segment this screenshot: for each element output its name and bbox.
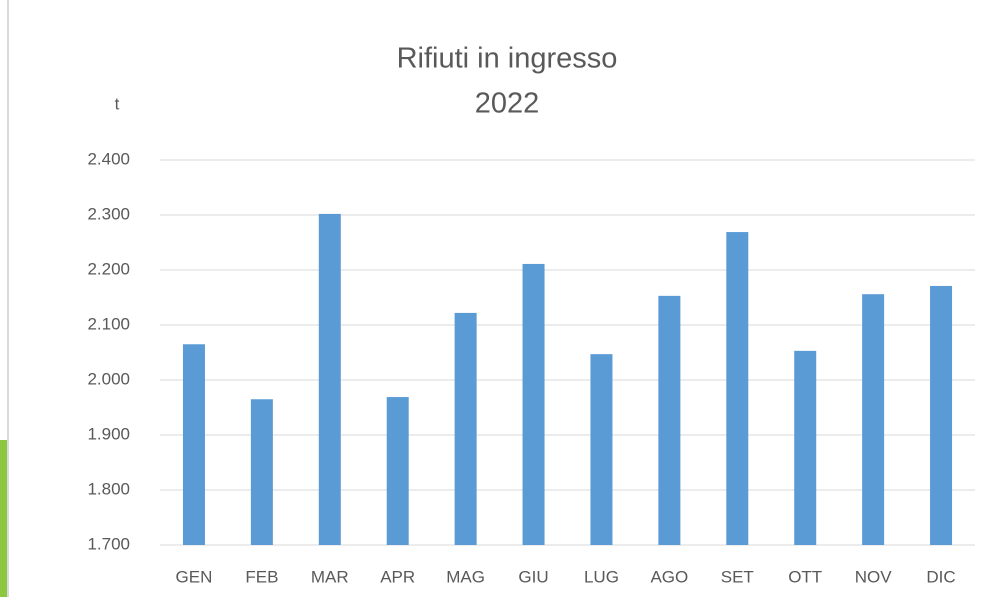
bar [930, 285, 953, 545]
chart-subtitle: 2022 [475, 88, 540, 120]
x-tick-label: GIU [518, 567, 548, 586]
chart-title: Rifiuti in ingresso [397, 43, 618, 75]
bar [182, 344, 205, 545]
bar [318, 213, 341, 545]
x-tick-label: LUG [584, 567, 619, 586]
bar [522, 263, 545, 545]
y-axis-label: t [115, 94, 120, 113]
y-tick-label: 2.400 [87, 149, 130, 168]
x-tick-label: DIC [926, 567, 955, 586]
y-tick-label: 2.000 [87, 369, 130, 388]
bar [658, 295, 681, 545]
x-tick-label: NOV [855, 567, 893, 586]
y-tick-label: 1.800 [87, 479, 130, 498]
bar [386, 397, 409, 545]
bar [794, 350, 817, 545]
x-tick-label: GEN [176, 567, 213, 586]
x-tick-label: SET [721, 567, 754, 586]
x-tick-label: AGO [650, 567, 688, 586]
bar [250, 399, 273, 545]
y-tick-label: 2.100 [87, 314, 130, 333]
x-tick-label: MAR [311, 567, 349, 586]
bar [726, 232, 749, 546]
y-tick-label: 2.300 [87, 204, 130, 223]
bar [862, 294, 885, 545]
x-tick-label: APR [380, 567, 415, 586]
y-tick-label: 2.200 [87, 259, 130, 278]
x-tick-label: OTT [788, 567, 822, 586]
y-tick-label: 1.700 [87, 534, 130, 553]
bar [590, 354, 613, 545]
x-tick-label: MAG [446, 567, 485, 586]
x-tick-label: FEB [245, 567, 278, 586]
bar [454, 312, 477, 545]
side-strip [0, 440, 7, 597]
y-tick-label: 1.900 [87, 424, 130, 443]
